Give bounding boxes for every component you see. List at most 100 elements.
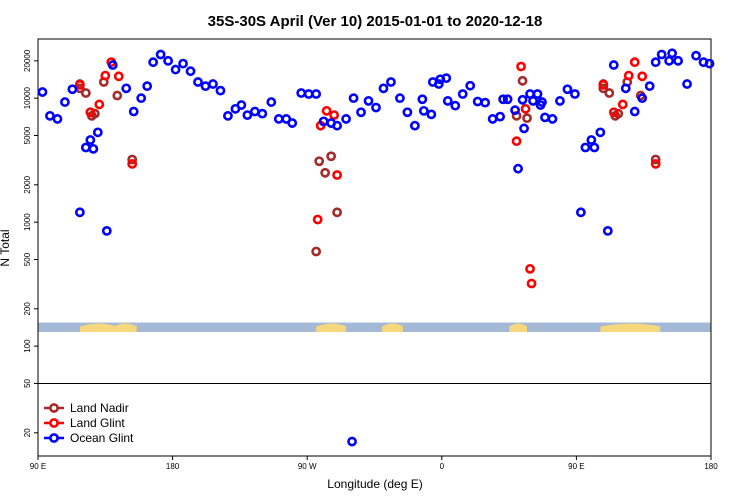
legend-label: Land Glint <box>70 416 125 430</box>
data-point <box>682 79 692 89</box>
y-tick-label: 10000 <box>23 86 32 109</box>
data-point <box>617 99 628 110</box>
data-point <box>341 114 351 124</box>
data-point <box>100 70 111 81</box>
data-point <box>85 135 96 145</box>
data-point <box>371 102 381 113</box>
data-point <box>326 151 337 162</box>
data-point <box>74 207 85 218</box>
data-point <box>629 57 640 68</box>
data-point <box>532 89 543 99</box>
data-point <box>637 71 648 82</box>
data-point <box>637 93 648 104</box>
data-point <box>128 106 139 117</box>
data-point <box>378 83 389 94</box>
data-point <box>540 112 550 123</box>
data-point <box>537 97 547 107</box>
land-segment <box>509 323 528 333</box>
data-point <box>185 66 196 77</box>
data-point <box>163 55 174 66</box>
data-point <box>287 118 298 128</box>
data-point <box>525 263 535 274</box>
data-points <box>37 48 715 447</box>
data-point <box>608 60 619 70</box>
data-point <box>522 113 532 124</box>
y-tick-label: 5000 <box>23 126 32 144</box>
land-segment <box>381 323 403 333</box>
data-point <box>608 107 619 118</box>
data-point <box>604 88 615 98</box>
data-point <box>620 83 631 94</box>
x-tick-label: 90 E <box>30 462 46 471</box>
data-point <box>418 105 429 116</box>
data-point <box>303 89 314 99</box>
data-point <box>433 79 444 89</box>
data-point <box>121 83 132 94</box>
data-point <box>312 214 323 225</box>
data-point <box>450 100 461 111</box>
data-point <box>598 83 609 94</box>
data-point <box>266 97 277 107</box>
data-point <box>67 84 78 95</box>
data-point <box>136 93 147 104</box>
data-point <box>644 81 655 92</box>
data-point <box>92 127 103 138</box>
data-point <box>487 114 498 124</box>
data-point <box>88 143 99 154</box>
data-point <box>441 73 452 84</box>
data-point <box>472 96 483 107</box>
data-point <box>598 79 609 90</box>
data-point <box>650 57 661 68</box>
series-ocean-glint <box>37 48 715 447</box>
data-point <box>517 75 528 86</box>
data-point <box>37 87 48 97</box>
data-point <box>691 50 701 61</box>
x-tick-label: 180 <box>704 462 718 471</box>
data-point <box>321 105 332 116</box>
land-segment <box>600 323 661 333</box>
data-point <box>426 109 437 120</box>
data-point <box>348 93 359 104</box>
data-point <box>170 64 181 75</box>
data-point <box>498 94 509 105</box>
data-point <box>142 81 153 92</box>
data-point <box>107 60 118 70</box>
data-point <box>555 96 565 106</box>
y-tick-label: 500 <box>23 252 32 266</box>
data-point <box>547 114 558 124</box>
data-point <box>347 436 357 447</box>
land-ocean-band <box>38 322 711 333</box>
data-point <box>402 107 413 118</box>
data-point <box>623 70 634 81</box>
data-point <box>236 100 247 110</box>
data-point <box>332 120 343 131</box>
data-point <box>311 89 322 99</box>
x-tick-label: 90 W <box>298 462 317 471</box>
data-point <box>193 77 203 87</box>
land-segment <box>316 323 347 333</box>
data-point <box>318 116 329 127</box>
y-tick-label: 1000 <box>23 213 32 231</box>
data-point <box>80 88 91 98</box>
data-point <box>511 136 522 147</box>
data-point <box>528 96 538 106</box>
data-point <box>409 120 420 131</box>
data-point <box>329 110 340 121</box>
data-point <box>502 94 513 105</box>
land-segment <box>112 323 137 333</box>
y-axis: 20 50 100 200 500 1000 2000 5000 10000 20000 <box>23 49 38 437</box>
data-point <box>45 110 55 121</box>
data-point <box>273 114 284 124</box>
data-point <box>595 127 606 138</box>
data-point <box>60 97 70 107</box>
data-point <box>602 225 613 236</box>
data-point <box>495 111 506 122</box>
x-tick-label: 180 <box>166 462 180 471</box>
data-point <box>465 80 476 91</box>
x-tick-label: 90 E <box>568 462 584 471</box>
x-axis: 90 E 180 90 W 0 90 E 180 <box>30 456 718 471</box>
y-axis-label: N Total <box>0 229 12 266</box>
data-point <box>417 94 428 105</box>
data-point <box>673 55 683 66</box>
